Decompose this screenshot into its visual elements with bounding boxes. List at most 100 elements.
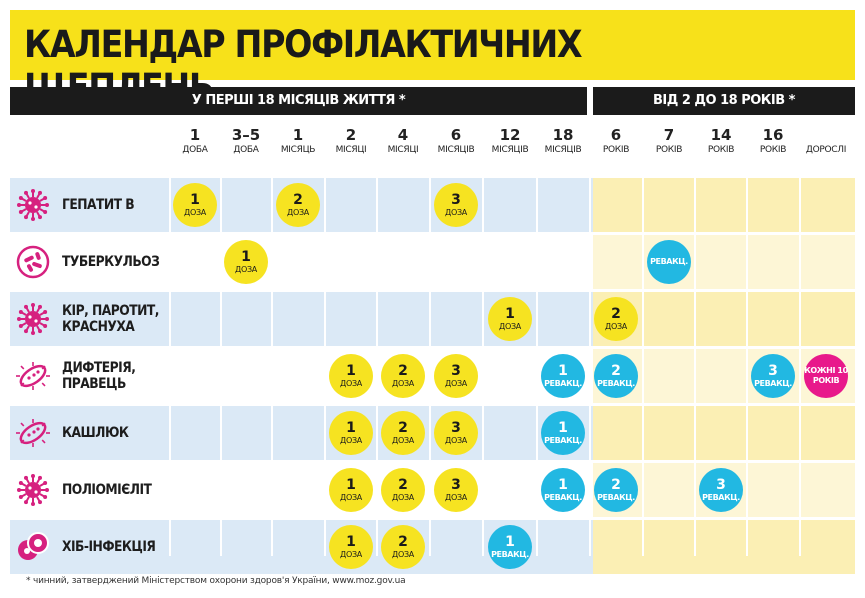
dose-label: ДОЗА	[445, 378, 467, 388]
dose-label: ДОЗА	[445, 207, 467, 217]
column-age-value: 14	[710, 126, 732, 144]
dose-label: ДОЗА	[340, 435, 362, 445]
column-age-value: 18	[552, 126, 574, 144]
column-age-value: 16	[762, 126, 784, 144]
disease-name: ХІБ-ІНФЕКЦІЯ	[62, 539, 156, 555]
column-header: 1 ДОБА	[167, 126, 223, 156]
dose-label: РЕВАКЦ.	[597, 492, 635, 502]
column-header: 18 МІСЯЦІВ	[535, 126, 591, 156]
disease-label: ПОЛІОМІЄЛІТ	[14, 471, 164, 509]
row-years-area	[593, 178, 855, 232]
dose-label: РЕВАКЦ.	[544, 492, 582, 502]
disease-label: ГЕПАТИТ В	[14, 186, 144, 224]
column-header: 3–5 ДОБА	[218, 126, 274, 156]
dose-number: 3	[768, 362, 778, 379]
column-header: 7 РОКІВ	[641, 126, 697, 156]
virus-icon	[14, 186, 52, 224]
disease-name: ДИФТЕРІЯ, ПРАВЕЦЬ	[62, 360, 136, 392]
column-age-unit: РОКІВ	[655, 145, 683, 155]
column-age-unit: РОКІВ	[759, 145, 787, 155]
table-row	[10, 406, 855, 460]
dose-label: ДОЗА	[235, 264, 257, 274]
disease-name-line: ДИФТЕРІЯ,	[62, 360, 136, 376]
disease-name-line: ГЕПАТИТ В	[62, 197, 135, 213]
dose-marker: 3 ДОЗА	[434, 468, 478, 512]
disease-name-line: ТУБЕРКУЛЬОЗ	[62, 254, 160, 270]
dose-label: РЕВАКЦ.	[754, 378, 792, 388]
table-row	[10, 178, 855, 232]
disease-name: ПОЛІОМІЄЛІТ	[62, 482, 152, 498]
disease-name: КАШЛЮК	[62, 425, 129, 441]
column-age-unit: МІСЯЦІВ	[491, 145, 529, 155]
dose-marker: 1 ДОЗА	[488, 297, 532, 341]
disease-name-line: ХІБ-ІНФЕКЦІЯ	[62, 539, 156, 555]
cell-divider	[169, 178, 171, 556]
row-years-area	[593, 406, 855, 460]
dose-number: 3	[451, 362, 461, 379]
column-header: 1 МІСЯЦЬ	[270, 126, 326, 156]
revaccination-marker: 2 РЕВАКЦ.	[594, 354, 638, 398]
dose-marker: 2 ДОЗА	[381, 411, 425, 455]
dose-label: ДОЗА	[184, 207, 206, 217]
cell-divider	[746, 178, 748, 556]
dose-number: 3	[451, 191, 461, 208]
disease-name-line: КІР, ПАРОТИТ,	[62, 303, 159, 319]
disease-label: ХІБ-ІНФЕКЦІЯ	[14, 528, 168, 566]
dose-label: РЕВАКЦ.	[544, 378, 582, 388]
row-years-area	[593, 520, 855, 574]
dose-label: РЕВАКЦ.	[702, 492, 740, 502]
cell-divider	[219, 178, 222, 556]
dose-label: ДОЗА	[445, 435, 467, 445]
dose-label: РЕВАКЦ.	[650, 257, 688, 266]
dose-number: 2	[611, 362, 621, 379]
column-age-unit: МІСЯЦІВ	[544, 145, 582, 155]
title-banner: КАЛЕНДАР ПРОФІЛАКТИЧНИХ ЩЕПЛЕНЬ	[10, 10, 855, 109]
column-header: 6 РОКІВ	[588, 126, 644, 156]
dose-marker: 1 ДОЗА	[224, 240, 268, 284]
column-header: ДОРОСЛІ	[798, 126, 854, 156]
section-header-2-to-18-years: ВІД 2 ДО 18 РОКІВ *	[593, 87, 855, 115]
column-age-unit: МІСЯЦІ	[387, 145, 419, 155]
dose-number: 1	[558, 362, 568, 379]
revaccination-marker: 1 РЕВАКЦ.	[541, 468, 585, 512]
dose-marker: 2 ДОЗА	[381, 354, 425, 398]
disease-label: ТУБЕРКУЛЬОЗ	[14, 243, 173, 281]
revaccination-marker: 1 РЕВАКЦ.	[541, 411, 585, 455]
column-age-value: 1	[292, 126, 304, 144]
dose-marker: 2 ДОЗА	[381, 468, 425, 512]
dose-label: РЕВАКЦ.	[491, 549, 529, 559]
column-header: 16 РОКІВ	[745, 126, 801, 156]
dose-label: ДОЗА	[340, 549, 362, 559]
column-header: 2 МІСЯЦІ	[323, 126, 379, 156]
dose-number: 1	[346, 476, 356, 493]
dose-marker: 3 ДОЗА	[434, 183, 478, 227]
disease-name-line: ПРАВЕЦЬ	[62, 376, 126, 392]
dose-label: РЕВАКЦ.	[597, 378, 635, 388]
dose-label: ДОЗА	[605, 321, 627, 331]
disease-label: ДИФТЕРІЯ, ПРАВЕЦЬ	[14, 357, 145, 395]
column-age-value: 3–5	[231, 126, 261, 144]
dose-label: ДОЗА	[392, 435, 414, 445]
dose-marker: 1 ДОЗА	[173, 183, 217, 227]
dose-marker: 1 ДОЗА	[329, 411, 373, 455]
dose-number: 1	[558, 476, 568, 493]
revaccination-marker: 3 РЕВАКЦ.	[751, 354, 795, 398]
disease-name-line: КРАСНУХА	[62, 319, 135, 335]
adult-booster-marker: КОЖНІ 10 РОКІВ	[804, 354, 848, 398]
dose-number: 2	[398, 476, 408, 493]
dose-label: ДОЗА	[340, 492, 362, 502]
dose-number: 1	[558, 419, 568, 436]
dose-number: 2	[398, 533, 408, 550]
column-age-unit: ДОБА	[233, 145, 259, 155]
dose-label: ДОЗА	[445, 492, 467, 502]
dose-number: 1	[346, 419, 356, 436]
dose-number: 1	[505, 305, 515, 322]
column-age-unit: РОКІВ	[707, 145, 735, 155]
dose-number: 1	[241, 248, 251, 265]
cell-divider	[641, 178, 644, 556]
dose-number: 3	[451, 419, 461, 436]
column-age-value: 7	[663, 126, 675, 144]
section-header-first-18-months: У ПЕРШІ 18 МІСЯЦІВ ЖИТТЯ *	[10, 87, 587, 115]
column-age-value: 1	[189, 126, 201, 144]
column-age-unit: РОКІВ	[602, 145, 630, 155]
